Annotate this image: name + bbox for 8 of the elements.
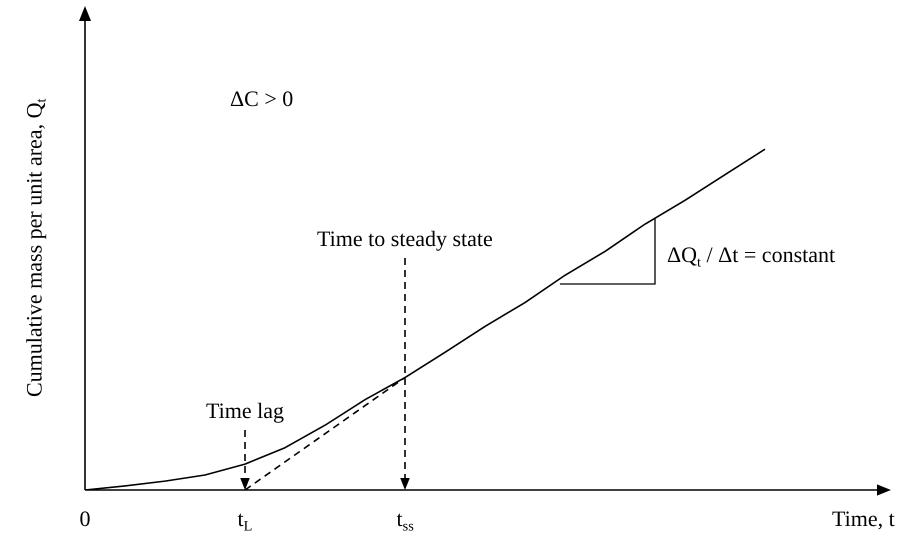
x-tick-label: t$_{ss}$ <box>396 506 414 534</box>
annotation: Time lag <box>206 398 284 423</box>
annotation: ΔQ$_{t}$ / Δt = constant <box>667 242 836 270</box>
x-axis-title: Time, t <box>832 506 895 531</box>
annotation: Time to steady state <box>317 226 493 251</box>
x-tick-label: 0 <box>80 506 90 531</box>
text: ΔC > 0 <box>230 86 294 111</box>
x-tick-label: t$_{L}$ <box>238 506 252 534</box>
